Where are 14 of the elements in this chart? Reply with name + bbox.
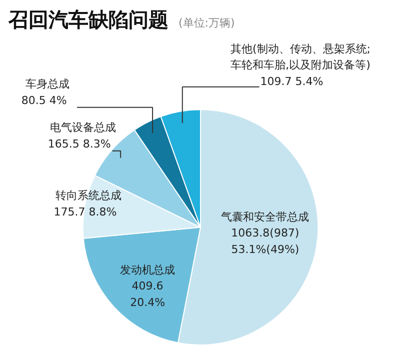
slice-label: 车身总成 [26,78,70,91]
slice-label: 其他(制动、传动、悬架系统; 车轮和车胎,以及附加设备等) [230,42,370,72]
data-label: 109.7 5.4% [260,74,324,88]
data-label: 409.6 20.4% [130,280,166,309]
slice-label: 转向系统总成 [56,189,122,202]
slice-label: 气囊和安全带总成 [221,210,310,224]
data-label: 1063.8(987) 53.1%(49%) [231,226,300,256]
chart-title: 召回汽车缺陷问题 [8,8,168,32]
data-label: 80.5 4% [21,94,67,107]
slice-label: 电气设备总成 [50,121,116,134]
data-label: 175.7 8.8% [54,205,117,218]
chart-subtitle: (单位:万辆) [178,16,235,30]
data-label: 165.5 8.3% [48,137,111,150]
slice-label: 发动机总成 [120,263,176,276]
